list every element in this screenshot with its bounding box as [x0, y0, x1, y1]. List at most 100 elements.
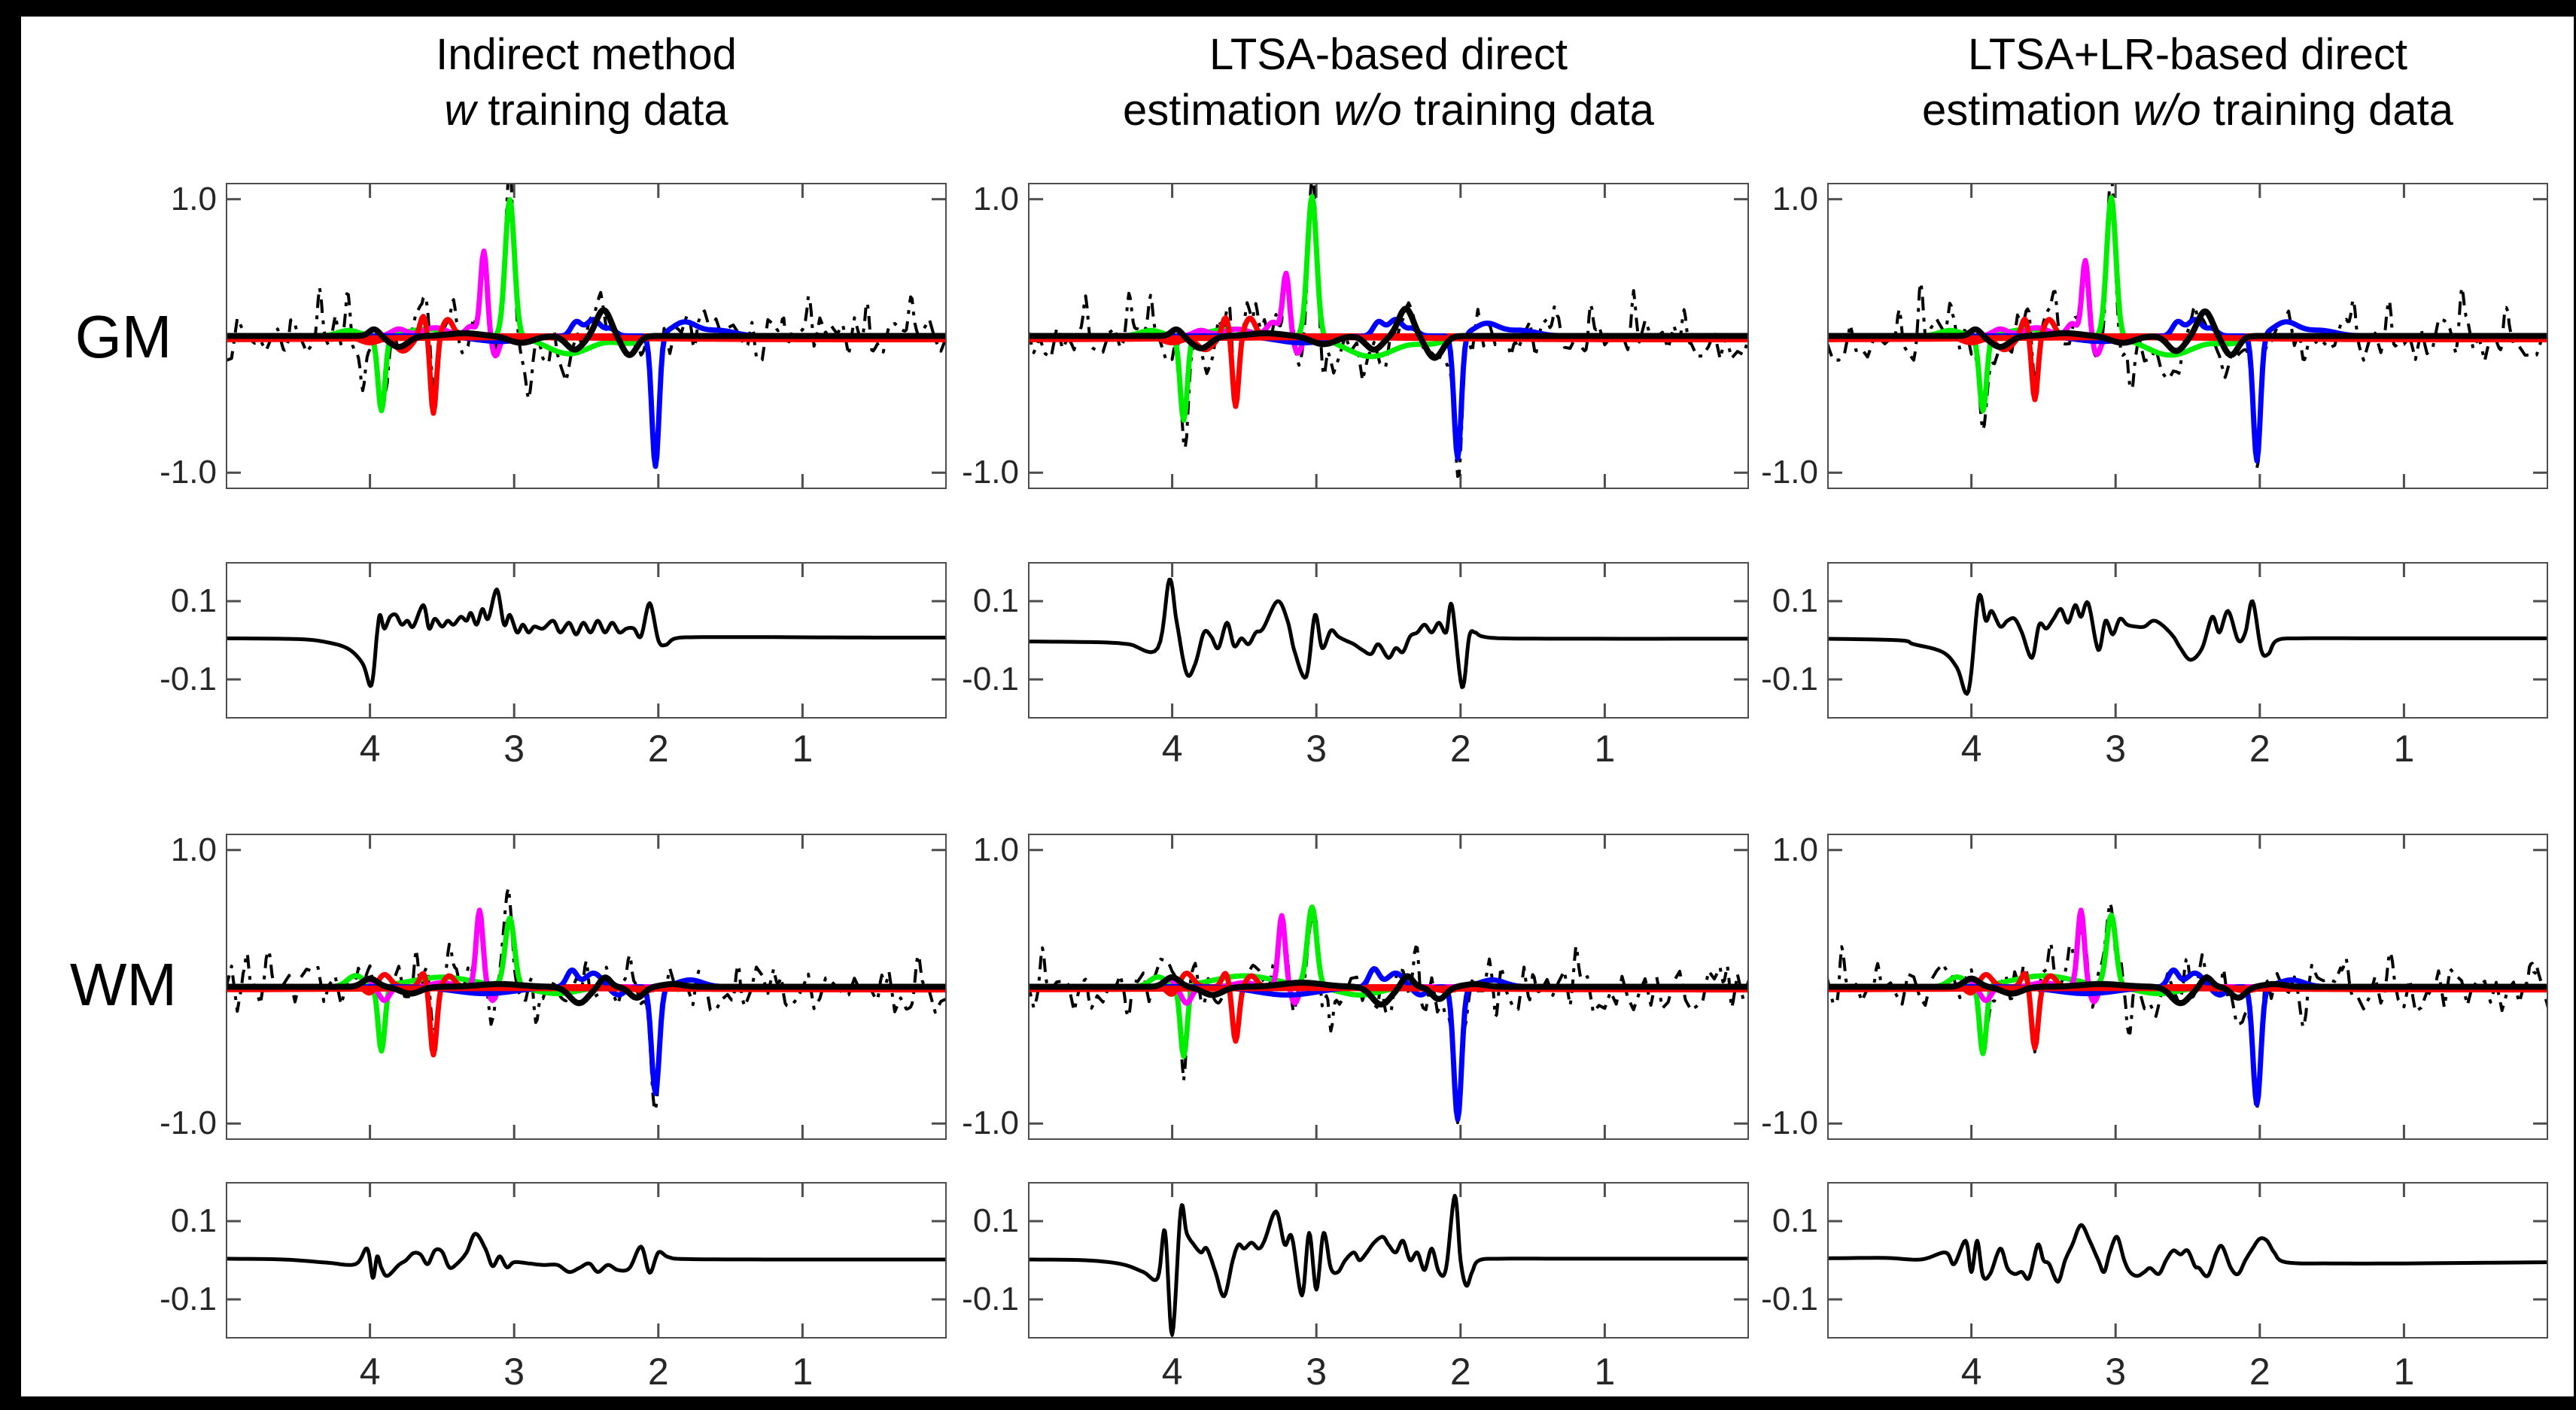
- main-spectrum-plot: [226, 834, 947, 1140]
- header-text-segment: Indirect method: [436, 30, 737, 79]
- x-tick-label-3: 3: [1306, 1351, 1328, 1393]
- residual-axes-box: [226, 562, 947, 719]
- column-header-ltsa-lr: LTSA+LR-based direct estimation w/o train…: [1661, 27, 2576, 138]
- residual-ytick-label-pos: 0.1: [170, 1202, 217, 1239]
- panel-gm-ltsa-lr: 1.0 -1.0 0.1 -0.1 4 3 2 1: [1761, 181, 2548, 770]
- x-tick-label-4: 4: [1161, 728, 1183, 770]
- main-spectrum-plot: [1028, 183, 1749, 489]
- residual-plot: [1827, 1182, 2548, 1339]
- column-header-ltsa: LTSA-based direct estimation w/o training…: [862, 27, 1915, 138]
- header-italic-segment: w: [444, 86, 476, 135]
- header-text-segment: training data: [476, 86, 728, 135]
- column-header-line: estimation w/o training data: [1661, 83, 2576, 138]
- header-text-segment: estimation: [1122, 86, 1334, 135]
- residual-plot: [226, 1182, 947, 1339]
- main-ytick-label-pos: 1.0: [170, 180, 217, 217]
- x-tick-label-2: 2: [2249, 728, 2270, 770]
- x-tick-label-1: 1: [1594, 1351, 1616, 1393]
- x-tick-label-3: 3: [2105, 1351, 2127, 1393]
- header-text-segment: LTSA+LR-based direct: [1967, 30, 2408, 79]
- residual-axes-box: [1827, 562, 2548, 719]
- x-tick-label-3: 3: [503, 728, 525, 770]
- mm-fit-line: [1829, 974, 2547, 1007]
- mi-fit-line: [1029, 971, 1747, 1044]
- observed-spectrum-line: [1029, 908, 1747, 1125]
- main-ytick-label-pos: 1.0: [972, 831, 1019, 868]
- residual-ytick-label-pos: 0.1: [1772, 1202, 1818, 1239]
- x-tick-label-2: 2: [1449, 1351, 1471, 1393]
- main-ytick-label-neg: -1.0: [160, 1105, 217, 1142]
- x-tick-label-2: 2: [647, 728, 669, 770]
- panel-gm-ltsa: 1.0 -1.0 0.1 -0.1 4 3 2 1: [962, 181, 1749, 770]
- residual-plot: [1028, 562, 1749, 719]
- column-header-line: w training data: [59, 83, 1113, 138]
- main-ytick-label-pos: 1.0: [1772, 831, 1818, 868]
- x-tick-label-1: 1: [792, 1351, 814, 1393]
- mm-fit-line: [1829, 308, 2547, 358]
- main-axes-box: [1028, 834, 1749, 1140]
- residual-axes-box: [1028, 1182, 1749, 1339]
- residual-line: [1829, 593, 2547, 696]
- residual-ytick-label-neg: -0.1: [962, 1281, 1019, 1317]
- residual-line: [227, 587, 945, 688]
- x-tick-label-3: 3: [1306, 728, 1328, 770]
- residual-axes-box: [1827, 1182, 2548, 1339]
- row-label-gm: GM: [75, 303, 172, 370]
- x-tick-label-4: 4: [1960, 1351, 1982, 1393]
- main-axes-box: [226, 183, 947, 489]
- residual-ytick-label-pos: 0.1: [170, 582, 217, 619]
- x-tick-label-2: 2: [2249, 1351, 2270, 1393]
- main-ytick-label-neg: -1.0: [962, 454, 1019, 491]
- panel-wm-ltsa: 1.0 -1.0 0.1 -0.1 4 3 2 1: [962, 831, 1749, 1393]
- column-header-line: LTSA-based direct: [862, 27, 1915, 83]
- panel-wm-ltsa-lr: 1.0 -1.0 0.1 -0.1 4 3 2 1: [1761, 831, 2548, 1393]
- figure-canvas: Indirect method w training data LTSA-base…: [21, 17, 2574, 1396]
- residual-ytick-label-pos: 0.1: [1772, 582, 1818, 619]
- header-italic-segment: w/o: [1334, 86, 1402, 135]
- residual-line: [1029, 1193, 1747, 1337]
- residual-line: [1029, 577, 1747, 689]
- main-ytick-label-pos: 1.0: [1772, 180, 1818, 217]
- header-text-segment: training data: [2200, 86, 2454, 135]
- main-axes-box: [1827, 183, 2548, 489]
- residual-ytick-label-neg: -0.1: [1761, 1281, 1818, 1317]
- header-text-segment: LTSA-based direct: [1209, 30, 1568, 79]
- panel-wm-indirect: 1.0 -1.0 0.1 -0.1 4 3 2 1: [160, 831, 947, 1393]
- main-spectrum-plot: [1028, 834, 1749, 1140]
- x-tick-label-4: 4: [359, 728, 381, 770]
- row-label-wm: WM: [69, 951, 178, 1018]
- mm-fit-line: [227, 974, 945, 1007]
- cr-fit-line: [1829, 195, 2547, 414]
- observed-spectrum-line: [1029, 184, 1747, 479]
- x-tick-label-3: 3: [2105, 728, 2127, 770]
- x-tick-label-1: 1: [2393, 1351, 2415, 1393]
- header-text-segment: training data: [1401, 86, 1655, 135]
- main-ytick-label-pos: 1.0: [170, 831, 217, 868]
- x-tick-label-1: 1: [2393, 728, 2415, 770]
- mm-fit-line: [1029, 973, 1747, 1008]
- residual-ytick-label-pos: 0.1: [972, 582, 1019, 619]
- observed-spectrum-line: [1829, 901, 2547, 1112]
- main-ytick-label-neg: -1.0: [962, 1105, 1019, 1142]
- x-tick-label-2: 2: [647, 1351, 669, 1393]
- cr-fit-line: [227, 197, 945, 414]
- cr-fit-line: [1029, 193, 1747, 423]
- main-ytick-label-neg: -1.0: [1761, 1105, 1818, 1142]
- residual-plot: [1827, 562, 2548, 719]
- residual-axes-box: [1028, 562, 1749, 719]
- observed-spectrum-line: [1829, 184, 2547, 469]
- x-tick-label-1: 1: [1594, 728, 1616, 770]
- residual-ytick-label-neg: -0.1: [160, 1281, 217, 1317]
- main-axes-box: [1028, 183, 1749, 489]
- observed-spectrum-line: [227, 184, 945, 461]
- main-spectrum-plot: [226, 183, 947, 489]
- residual-line: [227, 1232, 945, 1280]
- residual-axes-box: [226, 1182, 947, 1339]
- main-ytick-label-pos: 1.0: [972, 180, 1019, 217]
- x-tick-label-4: 4: [1960, 728, 1982, 770]
- mm-fit-line: [1029, 305, 1747, 361]
- column-header-indirect: Indirect method w training data: [59, 27, 1113, 138]
- residual-ytick-label-neg: -0.1: [1761, 661, 1818, 697]
- residual-plot: [226, 562, 947, 719]
